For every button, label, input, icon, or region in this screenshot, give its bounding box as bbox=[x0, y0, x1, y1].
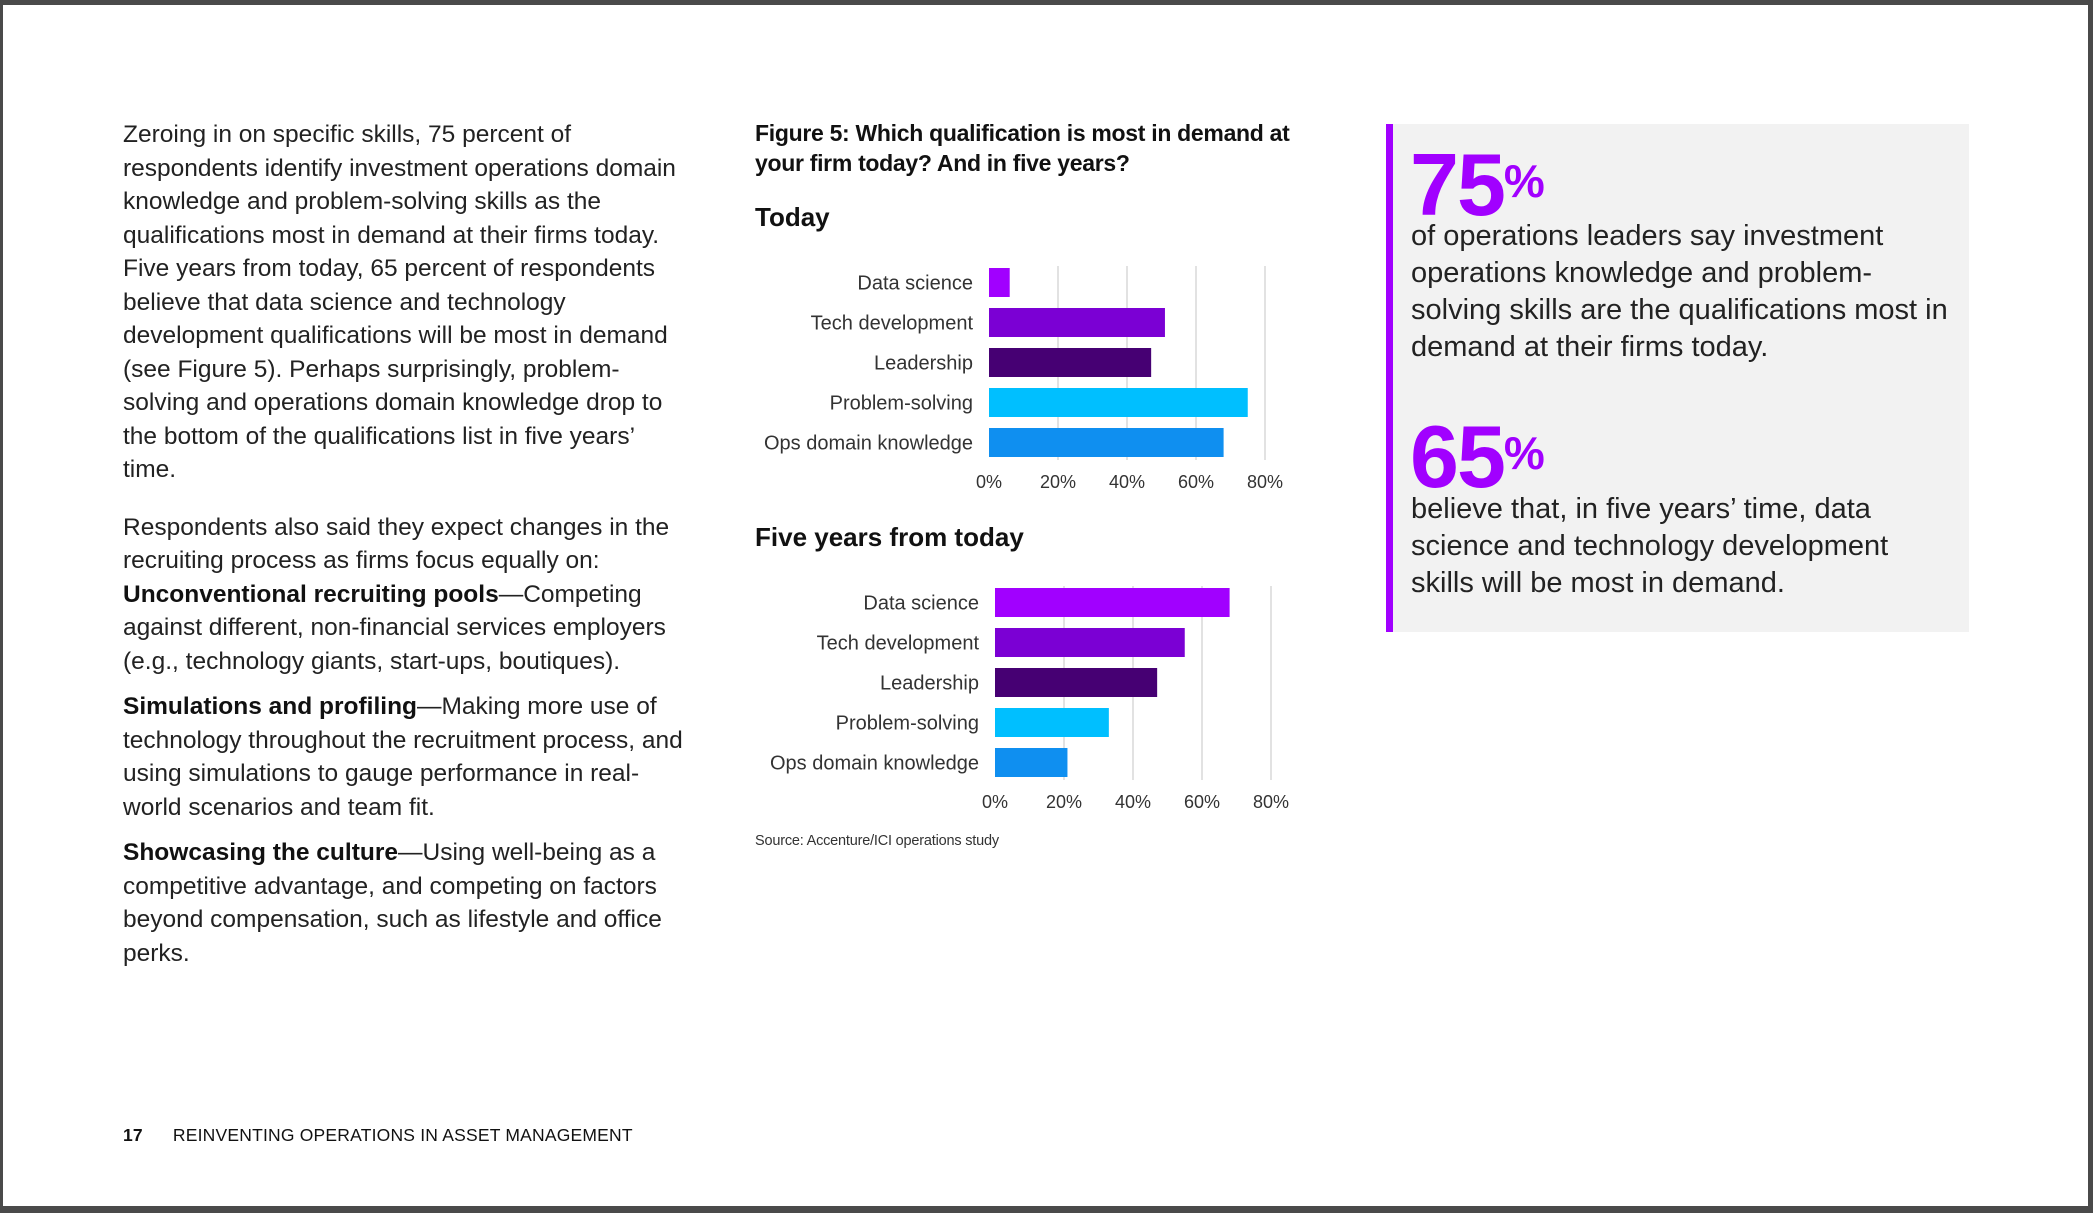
category-label: Leadership bbox=[880, 673, 979, 695]
category-label: Data science bbox=[863, 593, 979, 615]
x-tick-label: 20% bbox=[1046, 792, 1082, 812]
figure-source: Source: Accenture/ICI operations study bbox=[755, 833, 999, 849]
stat-description: of operations leaders say investment ope… bbox=[1411, 220, 1948, 363]
bar bbox=[989, 348, 1152, 377]
x-tick-label: 40% bbox=[1109, 472, 1145, 492]
list-item-text: —Using well-being as a competitive advan… bbox=[123, 839, 662, 967]
x-tick-label: 80% bbox=[1247, 472, 1283, 492]
category-label: Problem-solving bbox=[836, 713, 979, 735]
bar bbox=[995, 588, 1230, 617]
x-tick-label: 20% bbox=[1040, 472, 1076, 492]
chart-title-today: Today bbox=[755, 202, 830, 232]
figure-title: Figure 5: Which qualification is most in… bbox=[755, 120, 1290, 176]
window-frame-bottom bbox=[0, 1206, 2093, 1213]
x-tick-label: 0% bbox=[982, 792, 1008, 812]
category-label: Leadership bbox=[874, 353, 973, 375]
stat-number-75: 75% bbox=[1410, 141, 1545, 229]
stat-unit: % bbox=[1503, 155, 1545, 207]
list-item-title: Unconventional recruiting pools bbox=[123, 580, 499, 608]
list-item-title: Showcasing the culture bbox=[123, 839, 398, 866]
category-label: Tech development bbox=[811, 313, 974, 335]
stat-value: 75 bbox=[1410, 135, 1506, 234]
category-label: Data science bbox=[857, 273, 973, 295]
x-tick-label: 80% bbox=[1253, 792, 1289, 812]
page-footer: 17 REINVENTING OPERATIONS IN ASSET MANAGE… bbox=[123, 1125, 633, 1146]
bar bbox=[989, 308, 1165, 337]
bar bbox=[995, 708, 1109, 737]
window-frame-left bbox=[0, 0, 3, 1213]
bar bbox=[995, 668, 1158, 697]
x-tick-label: 60% bbox=[1178, 472, 1214, 492]
bar bbox=[995, 628, 1185, 657]
x-tick-label: 40% bbox=[1115, 792, 1151, 812]
stat-number-65: 65% bbox=[1410, 413, 1545, 501]
stat-unit: % bbox=[1503, 427, 1545, 479]
page-number: 17 bbox=[123, 1125, 143, 1145]
stats-panel bbox=[1386, 124, 1969, 632]
category-label: Ops domain knowledge bbox=[764, 433, 973, 455]
window-frame-right bbox=[2088, 0, 2093, 1213]
recruiting-paragraph: Respondents also said they expect change… bbox=[123, 513, 670, 575]
bar bbox=[989, 268, 1010, 297]
stat-description: believe that, in five years’ time, data … bbox=[1411, 493, 1889, 599]
bar bbox=[995, 748, 1068, 777]
footer-title: REINVENTING OPERATIONS IN ASSET MANAGEME… bbox=[172, 1125, 633, 1145]
category-label: Ops domain knowledge bbox=[770, 753, 979, 775]
body-text-column: Zeroing in on specific skills, 75 percen… bbox=[123, 118, 693, 970]
intro-paragraph: Zeroing in on specific skills, 75 percen… bbox=[123, 121, 676, 483]
list-item: Showcasing the culture—Using well-being … bbox=[123, 836, 693, 970]
category-label: Tech development bbox=[817, 633, 980, 655]
category-label: Problem-solving bbox=[830, 393, 973, 415]
x-tick-label: 0% bbox=[976, 472, 1002, 492]
bar bbox=[989, 428, 1224, 457]
window-frame-top bbox=[0, 0, 2093, 5]
stat-value: 65 bbox=[1410, 407, 1506, 506]
bar bbox=[989, 388, 1248, 417]
list-item-text: —Competing against different, non-financ… bbox=[123, 580, 666, 675]
list-item: Unconventional recruiting pools—Competin… bbox=[123, 578, 693, 679]
list-item-title: Simulations and profiling bbox=[123, 693, 417, 720]
chart-title-five-years: Five years from today bbox=[755, 522, 1024, 552]
x-tick-label: 60% bbox=[1184, 792, 1220, 812]
list-item-text: —Making more use of technology throughou… bbox=[123, 693, 683, 821]
list-item: Simulations and profiling—Making more us… bbox=[123, 690, 693, 824]
stats-panel-accent-bar bbox=[1386, 124, 1393, 632]
